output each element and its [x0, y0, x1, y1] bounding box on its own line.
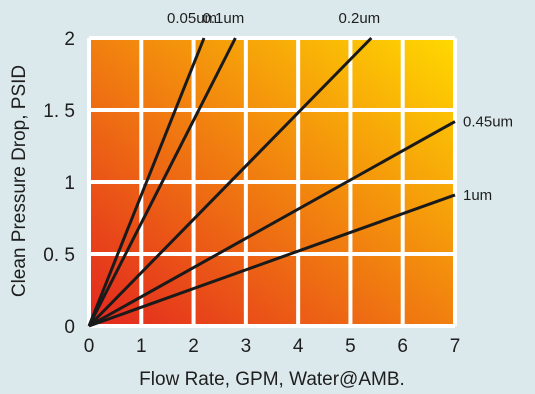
y-tick-label: 0. 5: [43, 245, 75, 266]
y-tick-label: 1: [64, 173, 75, 194]
y-axis-title: Clean Pressure Drop, PSID: [9, 65, 30, 297]
y-tick-label: 0: [64, 317, 75, 338]
y-tick-label: 2: [64, 29, 75, 50]
series-label: 0.45um: [463, 114, 513, 131]
series-label: 1um: [463, 187, 492, 204]
series-line: [88, 120, 456, 328]
x-tick-label: 7: [450, 336, 461, 357]
grid: [87, 36, 457, 328]
series-label: 0.1um: [203, 10, 245, 27]
series-line: [88, 193, 456, 328]
x-tick-label: 0: [84, 336, 95, 357]
series-line: [87, 37, 237, 327]
series-lines: [87, 36, 456, 328]
x-tick-label: 2: [188, 336, 199, 357]
x-tick-label: 3: [241, 336, 252, 357]
y-tick-label: 1. 5: [43, 101, 75, 122]
series-label: 0.2um: [338, 10, 380, 27]
x-axis-title: Flow Rate, GPM, Water@AMB.: [139, 369, 405, 390]
tick-labels: 0 1 2 3 4 5 6 7 0 0. 5 1 1. 5 2: [43, 29, 460, 357]
series-line: [87, 36, 373, 328]
series-line: [87, 37, 206, 327]
x-tick-label: 6: [397, 336, 408, 357]
x-tick-label: 4: [293, 336, 304, 357]
series-label: 0.05um: [167, 10, 217, 27]
x-tick-label: 1: [136, 336, 147, 357]
x-tick-label: 5: [345, 336, 356, 357]
